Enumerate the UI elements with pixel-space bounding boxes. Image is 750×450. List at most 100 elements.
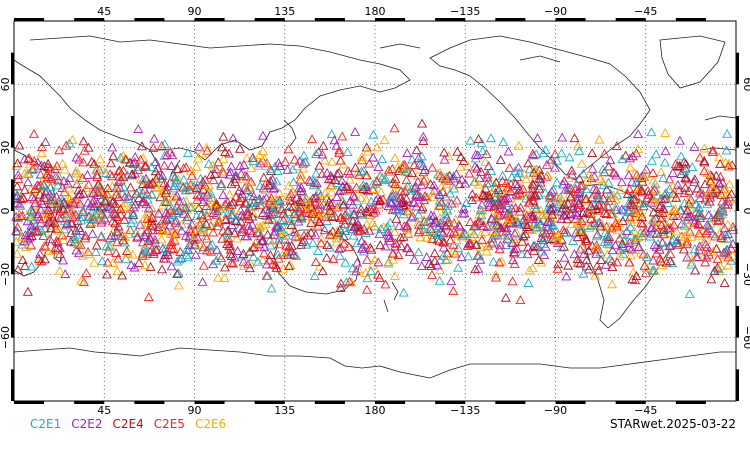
obs-marker — [338, 238, 349, 248]
obs-marker — [267, 259, 278, 269]
obs-marker — [43, 172, 54, 182]
obs-marker — [366, 266, 377, 276]
obs-marker — [58, 255, 69, 265]
obs-marker — [642, 251, 653, 261]
obs-marker — [327, 211, 337, 221]
obs-marker — [416, 180, 427, 190]
obs-marker — [342, 147, 353, 157]
obs-marker — [448, 246, 459, 256]
obs-marker — [222, 197, 233, 207]
obs-marker — [201, 233, 212, 243]
obs-marker — [317, 193, 328, 203]
obs-marker — [258, 199, 268, 209]
obs-marker — [224, 148, 235, 158]
obs-marker — [590, 270, 601, 280]
obs-marker — [394, 221, 405, 231]
obs-marker — [72, 238, 83, 248]
obs-marker — [322, 201, 333, 211]
obs-marker — [414, 224, 425, 234]
obs-marker — [325, 205, 336, 215]
obs-marker — [173, 268, 184, 278]
obs-marker — [247, 152, 258, 162]
obs-marker — [161, 149, 172, 159]
obs-marker — [483, 161, 494, 171]
obs-marker — [224, 189, 235, 199]
frame-tick — [736, 52, 739, 85]
obs-marker — [300, 157, 311, 167]
obs-marker — [630, 194, 641, 204]
obs-marker — [207, 239, 218, 249]
obs-marker — [43, 158, 54, 168]
obs-marker — [198, 222, 209, 232]
obs-marker — [560, 184, 571, 194]
obs-marker — [27, 224, 37, 234]
right-lat-label: 60 — [741, 77, 750, 91]
obs-marker — [416, 204, 427, 214]
obs-marker — [73, 248, 84, 258]
frame-tick — [194, 18, 225, 21]
obs-marker — [288, 177, 299, 187]
obs-marker — [380, 279, 391, 289]
obs-marker — [581, 175, 592, 185]
obs-marker — [334, 147, 345, 157]
obs-marker — [123, 229, 134, 239]
obs-marker — [95, 154, 106, 164]
obs-marker — [54, 225, 65, 235]
obs-marker — [427, 230, 438, 239]
obs-marker — [266, 165, 277, 175]
obs-marker — [277, 205, 288, 215]
obs-marker — [167, 150, 178, 160]
obs-marker — [52, 180, 63, 190]
obs-marker — [247, 211, 258, 221]
obs-marker — [642, 193, 653, 203]
obs-marker — [575, 180, 586, 190]
obs-marker — [51, 235, 62, 245]
obs-marker — [226, 161, 237, 171]
obs-marker — [368, 152, 379, 162]
obs-marker — [438, 228, 449, 238]
obs-marker — [362, 273, 373, 283]
obs-marker — [226, 205, 237, 215]
obs-marker — [336, 184, 347, 194]
obs-marker — [231, 216, 242, 226]
obs-marker — [284, 241, 295, 251]
obs-marker — [296, 211, 307, 221]
obs-marker — [723, 158, 734, 168]
obs-marker — [166, 161, 177, 170]
obs-marker — [301, 239, 312, 249]
frame-tick — [736, 179, 739, 211]
obs-marker — [684, 185, 694, 195]
obs-marker — [421, 252, 432, 262]
obs-marker — [705, 176, 716, 186]
obs-marker — [726, 188, 737, 198]
obs-marker — [625, 250, 636, 260]
obs-marker — [368, 129, 379, 139]
obs-marker — [448, 285, 459, 295]
obs-marker — [523, 278, 534, 287]
obs-marker — [36, 142, 47, 152]
obs-marker — [257, 235, 268, 245]
obs-marker — [138, 174, 149, 184]
obs-marker — [326, 230, 337, 240]
obs-marker — [694, 241, 705, 251]
obs-marker — [637, 176, 648, 186]
obs-marker — [484, 178, 495, 188]
obs-marker — [337, 196, 348, 206]
obs-marker — [375, 171, 386, 181]
obs-marker — [700, 257, 711, 267]
obs-marker — [719, 277, 730, 287]
obs-marker — [534, 223, 545, 233]
obs-marker — [679, 220, 690, 230]
obs-marker — [524, 224, 535, 234]
obs-marker — [723, 161, 734, 171]
obs-marker — [317, 209, 328, 219]
obs-marker — [689, 141, 700, 151]
obs-marker — [670, 159, 681, 169]
obs-marker — [260, 204, 271, 214]
obs-marker — [40, 223, 51, 233]
obs-marker — [197, 245, 208, 255]
obs-marker — [21, 241, 32, 251]
obs-marker — [472, 163, 483, 173]
obs-marker — [412, 189, 423, 199]
obs-marker — [151, 240, 162, 250]
